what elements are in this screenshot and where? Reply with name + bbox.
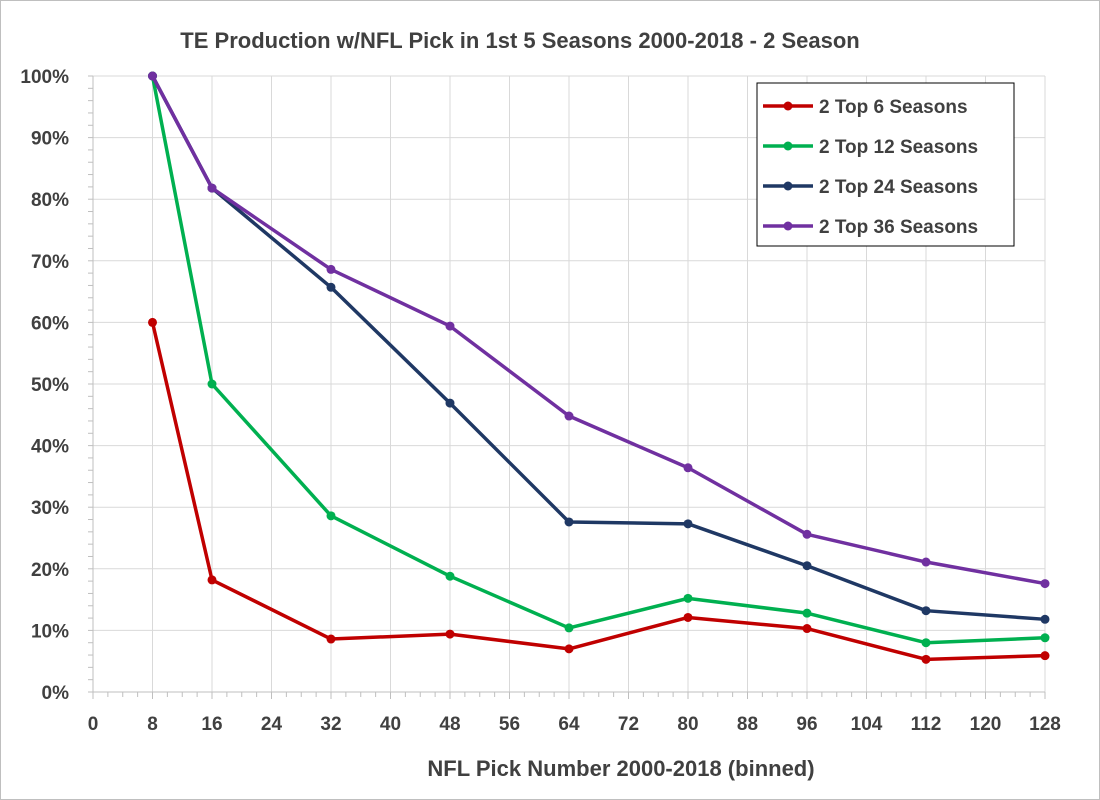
x-tick-label: 104 — [851, 714, 883, 735]
x-tick-label: 72 — [618, 714, 639, 735]
legend-label: 2 Top 12 Seasons — [819, 137, 978, 158]
legend-label: 2 Top 24 Seasons — [819, 177, 978, 198]
y-tick-label: 10% — [31, 621, 69, 642]
data-point — [207, 379, 217, 389]
data-point — [802, 529, 812, 539]
x-tick-label: 112 — [911, 714, 942, 735]
data-point — [921, 606, 931, 616]
data-point — [564, 517, 574, 527]
data-point — [148, 71, 157, 81]
data-point — [445, 398, 455, 408]
data-point — [802, 561, 812, 571]
x-tick-label: 24 — [261, 714, 283, 735]
data-point — [445, 321, 455, 331]
data-point — [683, 519, 693, 529]
data-point — [683, 612, 693, 622]
data-point — [683, 593, 693, 603]
data-point — [1040, 633, 1050, 643]
x-tick-label: 8 — [147, 714, 158, 735]
series-4 — [148, 71, 1050, 589]
y-tick-label: 0% — [42, 683, 70, 704]
data-point — [1040, 651, 1050, 661]
data-point — [1040, 614, 1050, 624]
x-tick-label: 80 — [677, 714, 698, 735]
data-point — [921, 638, 931, 648]
y-tick-label: 90% — [31, 129, 69, 150]
y-tick-label: 20% — [31, 560, 69, 581]
y-tick-label: 100% — [20, 67, 69, 88]
data-point — [148, 317, 157, 327]
x-tick-label: 0 — [88, 714, 99, 735]
data-point — [683, 463, 693, 473]
data-point — [564, 623, 574, 633]
x-tick-label: 48 — [439, 714, 460, 735]
data-point — [445, 629, 455, 639]
y-tick-label: 50% — [31, 375, 69, 396]
data-point — [802, 624, 812, 634]
series-layer — [148, 71, 1050, 664]
y-tick-label: 80% — [31, 190, 69, 211]
data-point — [326, 264, 336, 274]
y-tick-label: 30% — [31, 498, 69, 519]
series-1 — [148, 317, 1050, 664]
y-tick-label: 60% — [31, 313, 69, 334]
x-tick-label: 128 — [1029, 714, 1061, 735]
data-point — [326, 282, 336, 292]
legend-label: 2 Top 36 Seasons — [819, 217, 978, 238]
data-point — [564, 644, 574, 654]
x-tick-label: 16 — [201, 714, 222, 735]
series-line — [150, 322, 1046, 662]
data-point — [1040, 579, 1050, 589]
legend-marker — [783, 101, 793, 111]
legend-marker — [783, 141, 793, 151]
data-point — [326, 634, 336, 644]
x-tick-label: 64 — [558, 714, 580, 735]
legend: 2 Top 6 Seasons 2 Top 12 Seasons 2 Top 24 … — [756, 82, 1015, 247]
x-tick-label: 96 — [796, 714, 817, 735]
chart-title: TE Production w/NFL Pick in 1st 5 Season… — [180, 28, 859, 53]
x-tick-label: 88 — [737, 714, 758, 735]
x-tick-label: 120 — [970, 714, 1002, 735]
data-point — [564, 411, 574, 421]
data-point — [207, 183, 217, 193]
legend-box — [756, 82, 1015, 247]
data-point — [802, 608, 812, 618]
legend-marker — [783, 221, 793, 231]
data-point — [326, 511, 336, 521]
axes: 0% 10% 20% 30% 40% 50% 60% 70% 80% 90% 100% 0 8 16 24 3… — [20, 67, 1060, 735]
x-tick-label: 32 — [320, 714, 341, 735]
data-point — [921, 654, 931, 664]
series-2 — [148, 71, 1050, 648]
data-point — [207, 575, 217, 585]
y-tick-label: 70% — [31, 252, 69, 273]
legend-marker — [783, 181, 793, 191]
x-tick-label: 56 — [499, 714, 520, 735]
x-tick-label: 40 — [380, 714, 401, 735]
data-point — [921, 557, 931, 567]
x-axis-title: NFL Pick Number 2000-2018 (binned) — [427, 756, 814, 781]
data-point — [445, 571, 455, 581]
legend-label: 2 Top 6 Seasons — [819, 97, 968, 118]
y-tick-label: 40% — [31, 437, 69, 458]
